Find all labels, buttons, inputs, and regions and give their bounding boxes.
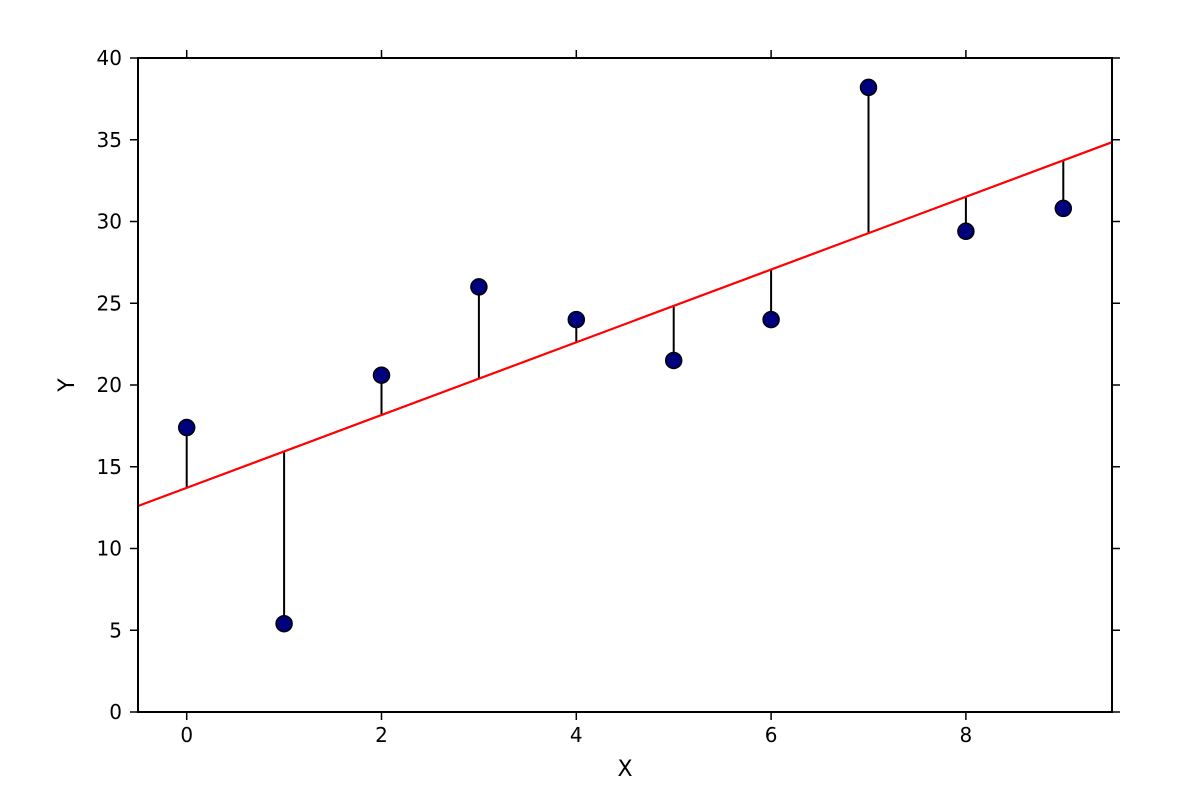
x-axis-label: X <box>617 757 632 782</box>
chart-svg: 0 2 4 6 8 0 5 10 15 20 25 30 35 40 X Y <box>0 0 1200 800</box>
y-tick-label: 35 <box>97 128 122 152</box>
data-point <box>374 367 390 383</box>
x-tick-label: 8 <box>960 723 973 747</box>
x-tick-label: 2 <box>375 723 388 747</box>
y-tick-label: 5 <box>109 618 122 642</box>
data-point <box>666 352 682 368</box>
y-tick-label: 20 <box>97 373 122 397</box>
data-point <box>276 616 292 632</box>
data-point <box>568 312 584 328</box>
data-point <box>861 79 877 95</box>
y-tick-label: 40 <box>97 46 122 70</box>
data-point <box>179 420 195 436</box>
y-tick-label: 0 <box>109 700 122 724</box>
data-point <box>763 312 779 328</box>
data-point <box>1055 200 1071 216</box>
y-tick-label: 30 <box>97 210 122 234</box>
y-tick-label: 15 <box>97 455 122 479</box>
y-tick-label: 25 <box>97 291 122 315</box>
y-axis-label: Y <box>55 378 80 393</box>
data-point <box>471 279 487 295</box>
x-tick-label: 6 <box>765 723 778 747</box>
chart-container: 0 2 4 6 8 0 5 10 15 20 25 30 35 40 X Y <box>0 0 1200 800</box>
x-tick-label: 4 <box>570 723 583 747</box>
data-point <box>958 223 974 239</box>
x-tick-label: 0 <box>180 723 193 747</box>
y-tick-label: 10 <box>97 537 122 561</box>
